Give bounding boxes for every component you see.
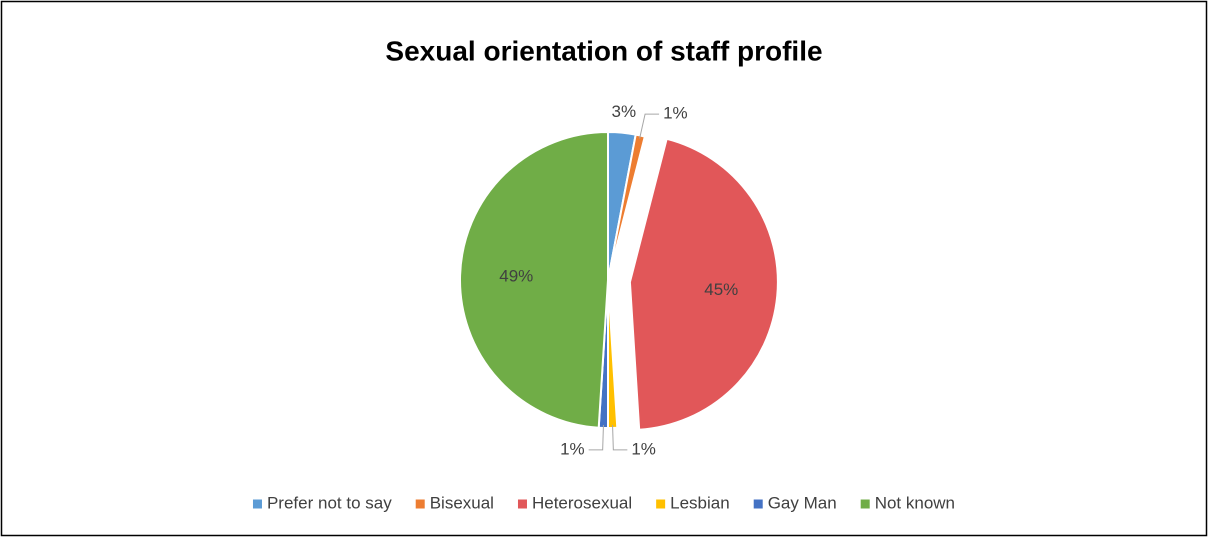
data-label: 1%	[631, 439, 656, 458]
leader-line	[588, 424, 604, 451]
data-label: 1%	[663, 104, 688, 123]
legend-label: Lesbian	[670, 493, 730, 512]
legend-label: Heterosexual	[532, 493, 632, 512]
legend-swatch	[517, 499, 527, 509]
leader-line	[639, 113, 660, 139]
leader-line	[612, 424, 628, 451]
legend-label: Not known	[875, 493, 955, 512]
legend-label: Bisexual	[430, 493, 494, 512]
data-label: 1%	[560, 439, 585, 458]
chart-title: Sexual orientation of staff profile	[385, 35, 822, 66]
legend-swatch	[753, 499, 763, 509]
legend-swatch	[860, 499, 870, 509]
pie-slice	[628, 137, 779, 431]
data-label: 45%	[704, 280, 738, 299]
data-label: 3%	[612, 102, 637, 121]
legend-swatch	[415, 499, 425, 509]
legend-swatch	[252, 499, 262, 509]
data-label: 49%	[499, 267, 533, 286]
legend-label: Gay Man	[768, 493, 837, 512]
legend-swatch	[656, 499, 666, 509]
pie-slice	[459, 130, 609, 429]
legend-label: Prefer not to say	[267, 493, 392, 512]
